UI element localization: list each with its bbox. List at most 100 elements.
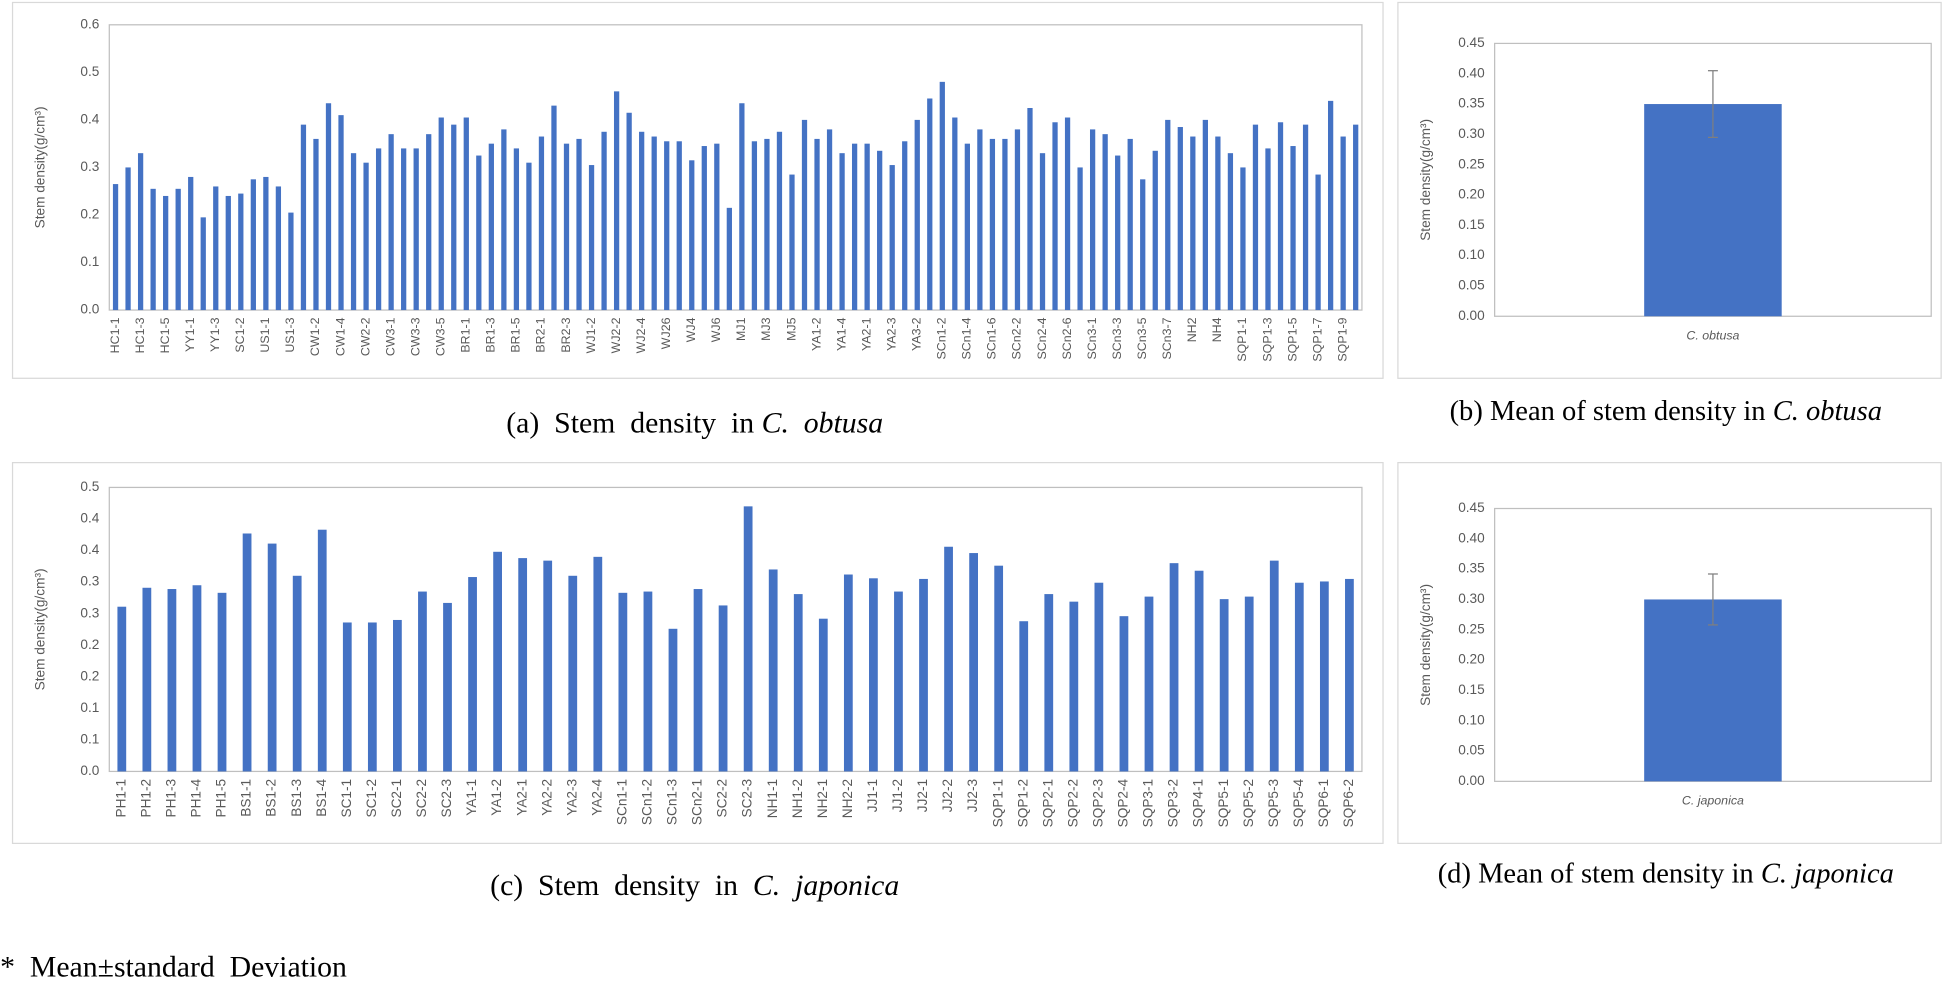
bar xyxy=(1194,570,1204,772)
bar xyxy=(175,188,181,311)
bar xyxy=(1169,563,1179,772)
bar xyxy=(150,188,156,311)
bar xyxy=(601,131,607,311)
x-tick-label: SQP1-9 xyxy=(1335,317,1349,361)
x-tick-label: NH1-1 xyxy=(765,779,780,818)
x-tick-label: BS1-3 xyxy=(289,779,304,817)
plot-area xyxy=(108,486,1363,773)
bar xyxy=(192,585,202,772)
bar xyxy=(1165,119,1171,311)
bar xyxy=(142,587,152,772)
x-tick-label: SCn2-1 xyxy=(690,779,705,825)
y-tick-label: 0.25 xyxy=(1458,156,1485,171)
x-tick-label: NH2 xyxy=(1185,317,1199,342)
plot-area xyxy=(108,24,1363,311)
bar xyxy=(1190,136,1196,311)
bar xyxy=(576,138,582,311)
bar xyxy=(639,131,645,311)
bar xyxy=(200,217,206,311)
bar xyxy=(1252,124,1259,311)
bar xyxy=(1294,582,1304,772)
y-tick-label: 0.5 xyxy=(80,64,99,79)
bar xyxy=(388,134,394,311)
x-tick-label: SCn3-3 xyxy=(1110,317,1124,359)
bar xyxy=(889,165,895,311)
y-tick-label: 0.30 xyxy=(1458,126,1485,141)
y-tick-label: 0.5 xyxy=(80,479,99,494)
x-tick-label: C. japonica xyxy=(1682,793,1744,807)
bar xyxy=(689,160,695,311)
x-tick-label: SQP2-4 xyxy=(1116,778,1131,827)
bar xyxy=(676,141,682,311)
bar xyxy=(643,591,653,772)
bar xyxy=(413,148,419,311)
caption-species: C. obtusa xyxy=(1773,396,1882,427)
bar xyxy=(964,143,970,311)
bar xyxy=(488,143,494,311)
bar xyxy=(443,602,452,772)
y-tick-label: 0.05 xyxy=(1458,278,1485,293)
bar xyxy=(1039,153,1046,311)
bar xyxy=(1052,122,1058,311)
x-tick-label: SCn3-5 xyxy=(1135,317,1149,359)
bar xyxy=(1044,594,1054,772)
bar xyxy=(726,207,732,311)
bar xyxy=(668,628,678,772)
bar xyxy=(1215,136,1221,311)
bar xyxy=(1115,155,1121,311)
bar xyxy=(1265,148,1271,311)
bar xyxy=(919,578,928,772)
bar xyxy=(927,98,933,311)
y-tick-label: 0.00 xyxy=(1458,773,1485,788)
bar xyxy=(125,167,131,311)
x-tick-label: BR2-1 xyxy=(534,317,548,352)
x-tick-label: SQP1-1 xyxy=(990,779,1005,827)
bar xyxy=(751,141,758,311)
bar xyxy=(493,551,502,772)
bar xyxy=(275,186,282,311)
x-tick-label: HC1-1 xyxy=(108,317,122,353)
x-tick-label: PH1-5 xyxy=(214,779,229,818)
bar xyxy=(250,179,256,311)
caption: (c) Stem density in C. japonica xyxy=(490,869,899,902)
bar xyxy=(543,560,553,772)
x-tick-label: SCn3-7 xyxy=(1160,317,1174,359)
x-tick-label: YA2-1 xyxy=(514,779,529,816)
y-tick-label: 0.20 xyxy=(1458,187,1485,202)
bar xyxy=(1277,122,1284,311)
y-tick-label: 0.3 xyxy=(80,159,99,174)
x-tick-label: WJ6 xyxy=(709,317,723,342)
bar xyxy=(776,131,783,311)
x-tick-label: YY1-3 xyxy=(208,317,222,352)
y-tick-label: 0.40 xyxy=(1458,65,1485,80)
bar xyxy=(350,153,357,311)
bar xyxy=(939,81,945,311)
y-tick-label: 0.25 xyxy=(1458,621,1485,636)
bar xyxy=(1094,582,1104,772)
x-tick-label: WJ4 xyxy=(684,317,698,342)
x-tick-label: SCn1-6 xyxy=(985,317,999,359)
caption-text: (d) Mean of stem density in xyxy=(1438,858,1761,889)
y-tick-label: 0.10 xyxy=(1458,712,1485,727)
x-tick-label: MJ3 xyxy=(759,317,773,341)
bar xyxy=(618,592,628,772)
x-tick-label: WJ1-2 xyxy=(584,317,598,353)
x-tick-label: SQP2-2 xyxy=(1065,779,1080,827)
x-tick-label: CW1-2 xyxy=(308,317,322,356)
bar xyxy=(1014,129,1021,311)
caption-species: C. japonica xyxy=(1761,858,1894,889)
x-tick-label: SQP1-3 xyxy=(1260,317,1274,361)
bar xyxy=(267,543,277,772)
y-tick-label: 0.0 xyxy=(80,763,99,778)
bar xyxy=(651,136,657,311)
bar xyxy=(1244,596,1254,772)
bar xyxy=(801,119,808,311)
bar xyxy=(418,591,427,772)
x-tick-label: SCn1-3 xyxy=(665,779,680,825)
x-tick-label: SCn1-2 xyxy=(640,779,655,825)
x-tick-label: SQP6-1 xyxy=(1316,779,1331,827)
bar xyxy=(1202,119,1208,311)
bar xyxy=(1019,621,1029,772)
x-tick-label: BR1-5 xyxy=(509,317,523,352)
bar xyxy=(989,138,996,311)
